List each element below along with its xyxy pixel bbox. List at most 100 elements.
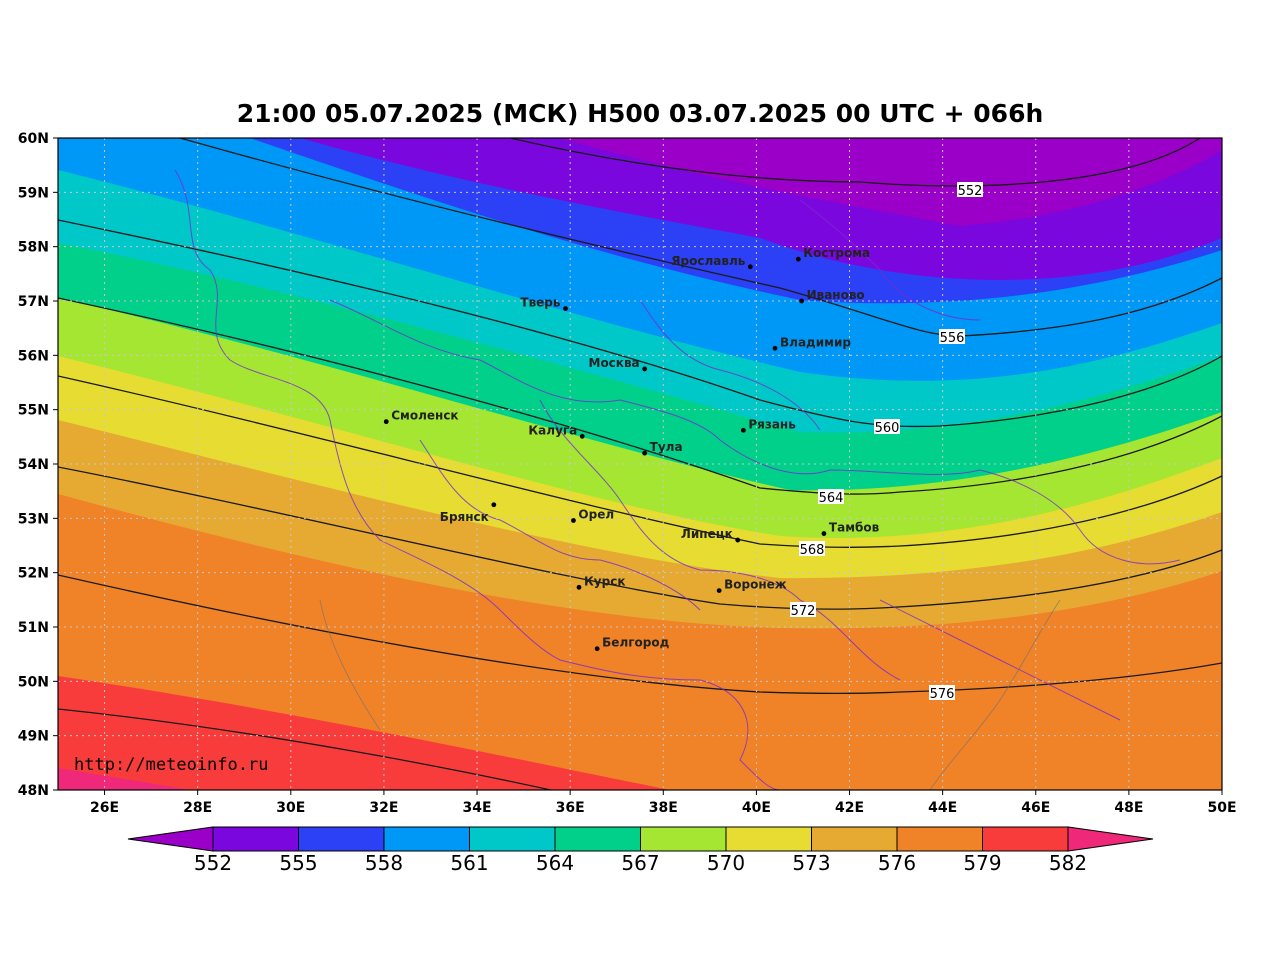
region-borders xyxy=(174,169,1181,790)
contour-labels: 552 556 560 564 568 572 576 xyxy=(790,182,983,702)
contour-label-bg xyxy=(874,419,900,434)
city-Белгород: Белгород xyxy=(594,636,670,652)
colorbar-label: 567 xyxy=(621,851,659,875)
city-Рязань: Рязань xyxy=(740,417,796,433)
city-Тула: Тула xyxy=(642,440,683,456)
lon-tick-label: 32E xyxy=(369,800,398,816)
colorbar-label: 555 xyxy=(279,851,317,875)
city-dot xyxy=(571,518,576,523)
longitude-axis: 26E 28E 30E 32E 34E 36E 38E 40E 42E 44E 46E 48E 50E xyxy=(90,790,1237,816)
colorbar-swatch xyxy=(982,826,1069,852)
lon-tick-label: 48E xyxy=(1114,800,1143,816)
contour-label-text: 564 xyxy=(819,491,844,506)
lon-tick-label: 34E xyxy=(463,800,492,816)
city-label: Липецк xyxy=(681,527,733,541)
city-label: Калуга xyxy=(528,423,577,437)
city-Иваново: Иваново xyxy=(799,288,865,304)
lat-tick-label: 48N xyxy=(18,783,49,799)
lon-tick-label: 28E xyxy=(183,800,212,816)
lat-tick-label: 55N xyxy=(18,403,49,419)
lat-tick-label: 56N xyxy=(18,348,49,364)
contour-label-572: 572 xyxy=(790,602,816,619)
city-Калуга: Калуга xyxy=(528,423,585,439)
city-Липецк: Липецк xyxy=(681,527,741,543)
colorbar-swatch xyxy=(896,826,983,852)
lat-tick-label: 49N xyxy=(18,729,49,745)
contour-568 xyxy=(58,375,1222,548)
band-552 xyxy=(560,138,1222,226)
colorbar-label: 576 xyxy=(878,851,916,875)
lat-tick-label: 59N xyxy=(18,185,49,201)
lon-tick-label: 30E xyxy=(276,800,305,816)
contour-572 xyxy=(58,466,1222,610)
lat-tick-label: 60N xyxy=(18,131,49,147)
contour-label-568: 568 xyxy=(799,541,825,558)
grid-lines xyxy=(58,138,1222,790)
colorbar-swatch xyxy=(212,826,299,852)
map-title: 21:00 05.07.2025 (МСК) H500 03.07.2025 0… xyxy=(237,99,1044,128)
city-Тверь: Тверь xyxy=(520,296,568,312)
city-label: Ярославль xyxy=(671,254,745,268)
city-Воронеж: Воронеж xyxy=(716,578,787,593)
city-label: Москва xyxy=(589,356,640,370)
contour-label-bg xyxy=(799,541,825,556)
contour-label-text: 552 xyxy=(958,184,983,199)
colorbar-swatch xyxy=(725,826,812,852)
colorbar-label: 561 xyxy=(450,851,488,875)
city-label: Курск xyxy=(584,574,625,588)
lon-tick-label: 46E xyxy=(1021,800,1050,816)
city-dot xyxy=(716,588,722,593)
city-dot xyxy=(740,427,746,433)
city-dot xyxy=(579,433,585,439)
city-label: Смоленск xyxy=(391,409,458,423)
city-Кострома: Кострома xyxy=(795,246,870,262)
city-Тамбов: Тамбов xyxy=(821,521,880,536)
city-markers: Кострома Ярославль Иваново Тверь Владимир Мос… xyxy=(383,246,880,652)
contour-label-576: 576 xyxy=(929,685,955,702)
contour-label-bg xyxy=(939,329,965,344)
city-label: Тамбов xyxy=(829,521,880,535)
plot-area xyxy=(58,138,1222,790)
city-label: Владимир xyxy=(780,335,851,349)
colorbar-label: 564 xyxy=(536,851,574,875)
lat-tick-label: 50N xyxy=(18,674,49,690)
contour-label-bg xyxy=(790,602,816,617)
colorbar: 552 555 558 561 564 567 570 573 576 579 582 xyxy=(127,826,1154,875)
lat-tick-label: 57N xyxy=(18,294,49,310)
contour-label-text: 576 xyxy=(930,687,955,702)
city-Брянск: Брянск xyxy=(440,502,497,524)
contour-label-564: 564 xyxy=(818,489,844,506)
lon-tick-label: 44E xyxy=(928,800,957,816)
lat-tick-label: 53N xyxy=(18,511,49,527)
colorbar-label: 552 xyxy=(194,851,232,875)
contour-552 xyxy=(509,138,1201,187)
lon-tick-label: 40E xyxy=(742,800,771,816)
lon-tick-label: 50E xyxy=(1207,800,1236,816)
colorbar-min-arrow xyxy=(127,826,214,852)
lat-tick-label: 58N xyxy=(18,240,49,256)
contour-label-text: 556 xyxy=(940,331,965,346)
contour-576 xyxy=(58,574,1222,695)
city-label: Белгород xyxy=(602,636,669,650)
city-dot xyxy=(735,537,741,543)
lon-tick-label: 36E xyxy=(556,800,585,816)
contour-label-556: 556 xyxy=(939,329,965,346)
latitude-axis: 60N 59N 58N 57N 56N 55N 54N 53N 52N 51N 50N 49N 48N xyxy=(18,131,58,799)
lat-tick-label: 54N xyxy=(18,457,49,473)
contour-label-560: 560 xyxy=(874,419,900,436)
city-label: Брянск xyxy=(440,510,489,524)
city-Владимир: Владимир xyxy=(772,335,851,351)
city-dot xyxy=(642,450,648,456)
city-dot xyxy=(642,366,648,372)
contour-580 xyxy=(58,708,554,790)
city-dot xyxy=(594,646,600,652)
city-dot xyxy=(772,345,778,351)
city-Смоленск: Смоленск xyxy=(383,409,459,425)
colorbar-swatch xyxy=(640,826,727,852)
lon-tick-label: 26E xyxy=(90,800,119,816)
city-dot xyxy=(747,264,753,270)
city-dot xyxy=(799,298,804,304)
colorbar-label: 570 xyxy=(707,851,745,875)
city-dot xyxy=(563,306,568,312)
